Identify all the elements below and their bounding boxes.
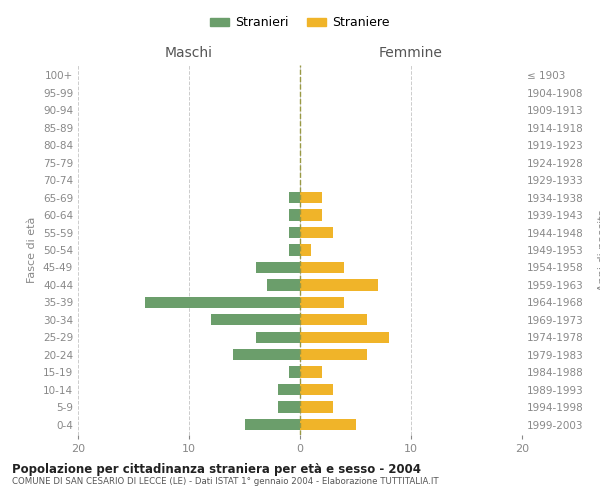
Bar <box>300 332 389 343</box>
Bar <box>289 192 300 203</box>
Bar <box>300 366 322 378</box>
Y-axis label: Fasce di età: Fasce di età <box>28 217 37 283</box>
Bar <box>289 244 300 256</box>
Bar <box>300 349 367 360</box>
Bar <box>256 262 300 273</box>
Bar <box>300 262 344 273</box>
Bar <box>245 419 300 430</box>
Bar <box>278 384 300 396</box>
Bar <box>289 366 300 378</box>
Bar <box>300 402 334 412</box>
Bar <box>300 314 367 326</box>
Bar <box>300 192 322 203</box>
Bar <box>256 332 300 343</box>
Bar <box>300 227 334 238</box>
Text: Popolazione per cittadinanza straniera per età e sesso - 2004: Popolazione per cittadinanza straniera p… <box>12 462 421 475</box>
Bar <box>300 384 334 396</box>
Bar <box>267 279 300 290</box>
Bar <box>145 296 300 308</box>
Bar <box>300 419 356 430</box>
Text: COMUNE DI SAN CESARIO DI LECCE (LE) - Dati ISTAT 1° gennaio 2004 - Elaborazione : COMUNE DI SAN CESARIO DI LECCE (LE) - Da… <box>12 478 439 486</box>
Bar <box>233 349 300 360</box>
Bar <box>278 402 300 412</box>
Legend: Stranieri, Straniere: Stranieri, Straniere <box>205 11 395 34</box>
Bar <box>289 227 300 238</box>
Bar <box>289 210 300 221</box>
Bar <box>211 314 300 326</box>
Y-axis label: Anni di nascita: Anni di nascita <box>598 209 600 291</box>
Text: Femmine: Femmine <box>379 46 443 60</box>
Bar <box>300 296 344 308</box>
Text: Maschi: Maschi <box>165 46 213 60</box>
Bar <box>300 244 311 256</box>
Bar <box>300 210 322 221</box>
Bar <box>300 279 378 290</box>
